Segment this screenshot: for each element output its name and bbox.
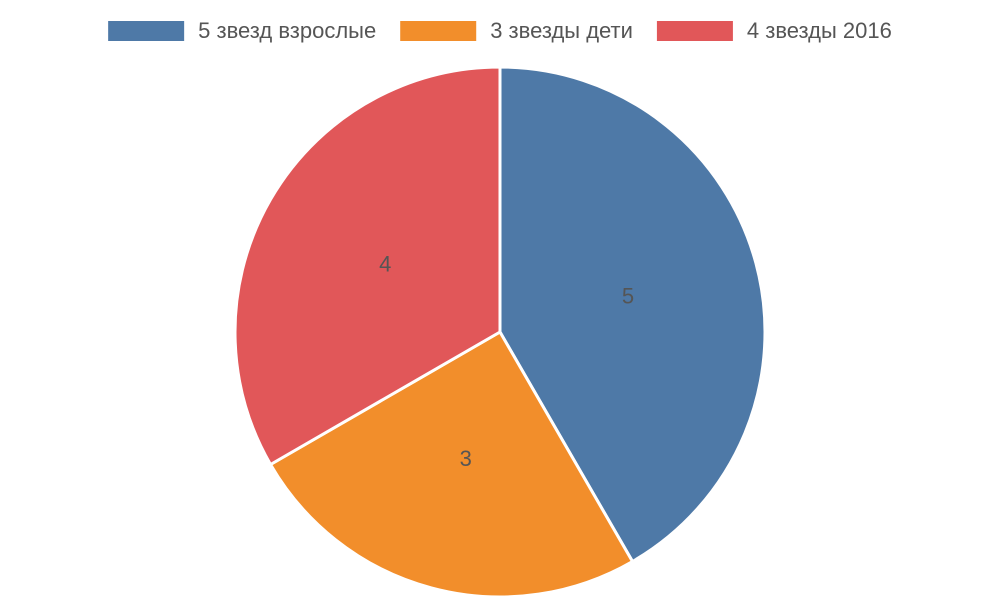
legend-label: 4 звезды 2016 (747, 18, 892, 43)
pie-slice (268, 329, 635, 599)
legend-swatch (656, 21, 733, 41)
pie-slice (498, 65, 767, 564)
legend-swatch (400, 21, 477, 41)
slice-label: 5 (622, 284, 634, 309)
slice-label: 4 (379, 252, 391, 277)
slice-label: 3 (460, 446, 472, 471)
legend-label: 3 звезды дети (490, 18, 633, 43)
legend-label: 5 звезд взрослые (198, 18, 376, 43)
legend: 5 звезд взрослые 3 звезды дети 4 звезды 20… (108, 18, 892, 43)
pie-slice (233, 65, 502, 467)
legend-swatch (108, 21, 185, 41)
